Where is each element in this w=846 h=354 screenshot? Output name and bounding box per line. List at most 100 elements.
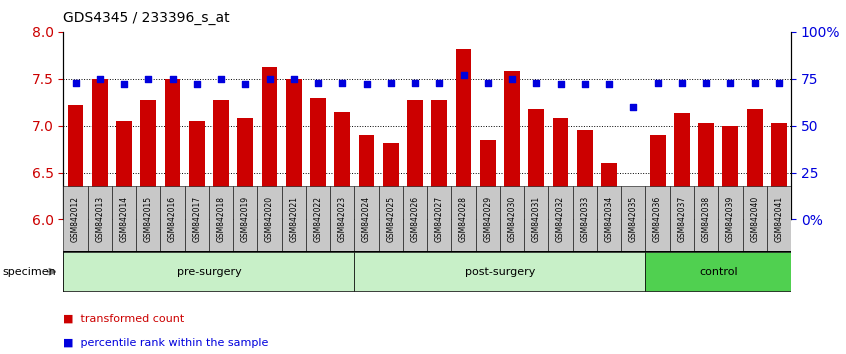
Bar [548,186,573,251]
Bar [140,100,157,219]
Text: GSM842040: GSM842040 [750,196,759,242]
Text: GSM842026: GSM842026 [410,196,420,242]
Bar [92,79,107,219]
Text: GSM842012: GSM842012 [71,196,80,242]
Bar [480,140,496,219]
Text: GSM842028: GSM842028 [459,196,468,242]
Point [336,80,349,85]
Bar [68,105,84,219]
Bar [379,186,403,251]
Bar [552,118,569,219]
Text: GSM842033: GSM842033 [580,196,590,242]
Bar [625,187,641,219]
Bar [577,130,593,219]
Bar [184,186,209,251]
Text: GSM842014: GSM842014 [119,196,129,242]
Bar [529,109,544,219]
Bar [286,79,302,219]
Point [239,81,252,87]
Bar [257,186,282,251]
Point [481,80,495,85]
Point [214,76,228,81]
Text: post-surgery: post-surgery [464,267,536,277]
Text: GSM842018: GSM842018 [217,196,226,242]
Bar [310,98,326,219]
Text: GSM842013: GSM842013 [96,196,104,242]
Point [505,76,519,81]
Bar [698,123,714,219]
Text: GSM842023: GSM842023 [338,196,347,242]
Bar [475,186,500,251]
Bar [383,143,398,219]
Text: GSM842017: GSM842017 [192,196,201,242]
Point [384,80,398,85]
Bar [63,252,354,291]
Point [627,104,640,110]
Text: GSM842037: GSM842037 [678,196,686,242]
Bar [88,186,112,251]
Bar [189,121,205,219]
Bar [722,126,739,219]
Text: GDS4345 / 233396_s_at: GDS4345 / 233396_s_at [63,11,230,25]
Bar [525,186,548,251]
Point [69,80,82,85]
Bar [427,186,452,251]
Point [748,80,761,85]
Point [578,81,591,87]
Bar [403,186,427,251]
Bar [359,135,375,219]
Point [190,81,204,87]
Text: ■  percentile rank within the sample: ■ percentile rank within the sample [63,338,269,348]
Text: GSM842034: GSM842034 [605,196,613,242]
Bar [306,186,330,251]
Bar [645,186,670,251]
Text: GSM842030: GSM842030 [508,196,517,242]
Text: GSM842022: GSM842022 [314,196,322,242]
Bar [161,186,184,251]
Bar [456,49,471,219]
Bar [694,186,718,251]
Bar [407,100,423,219]
Bar [116,121,132,219]
Bar [354,252,645,291]
Bar [209,186,233,251]
Bar [238,118,253,219]
Text: GSM842016: GSM842016 [168,196,177,242]
Point [263,76,277,81]
Point [360,81,373,87]
Bar [213,100,229,219]
Point [409,80,422,85]
Text: GSM842015: GSM842015 [144,196,153,242]
Text: GSM842032: GSM842032 [556,196,565,242]
Bar [63,186,88,251]
Point [651,80,664,85]
Point [118,81,131,87]
Point [675,80,689,85]
Point [772,80,786,85]
Bar [112,186,136,251]
Text: GSM842031: GSM842031 [532,196,541,242]
Point [141,76,155,81]
Bar [650,135,666,219]
Text: GSM842041: GSM842041 [774,196,783,242]
Text: GSM842027: GSM842027 [435,196,444,242]
Point [602,81,616,87]
Text: pre-surgery: pre-surgery [177,267,241,277]
Bar [165,79,180,219]
Bar [233,186,257,251]
Bar [261,67,277,219]
Text: GSM842038: GSM842038 [701,196,711,242]
Bar [718,186,743,251]
Text: GSM842019: GSM842019 [241,196,250,242]
Text: GSM842039: GSM842039 [726,196,735,242]
Bar [597,186,621,251]
Bar [670,186,694,251]
Bar [602,163,617,219]
Point [432,80,446,85]
Point [311,80,325,85]
Bar [282,186,306,251]
Bar [136,186,161,251]
Text: ■  transformed count: ■ transformed count [63,314,184,324]
Text: GSM842025: GSM842025 [387,196,395,242]
Point [166,76,179,81]
